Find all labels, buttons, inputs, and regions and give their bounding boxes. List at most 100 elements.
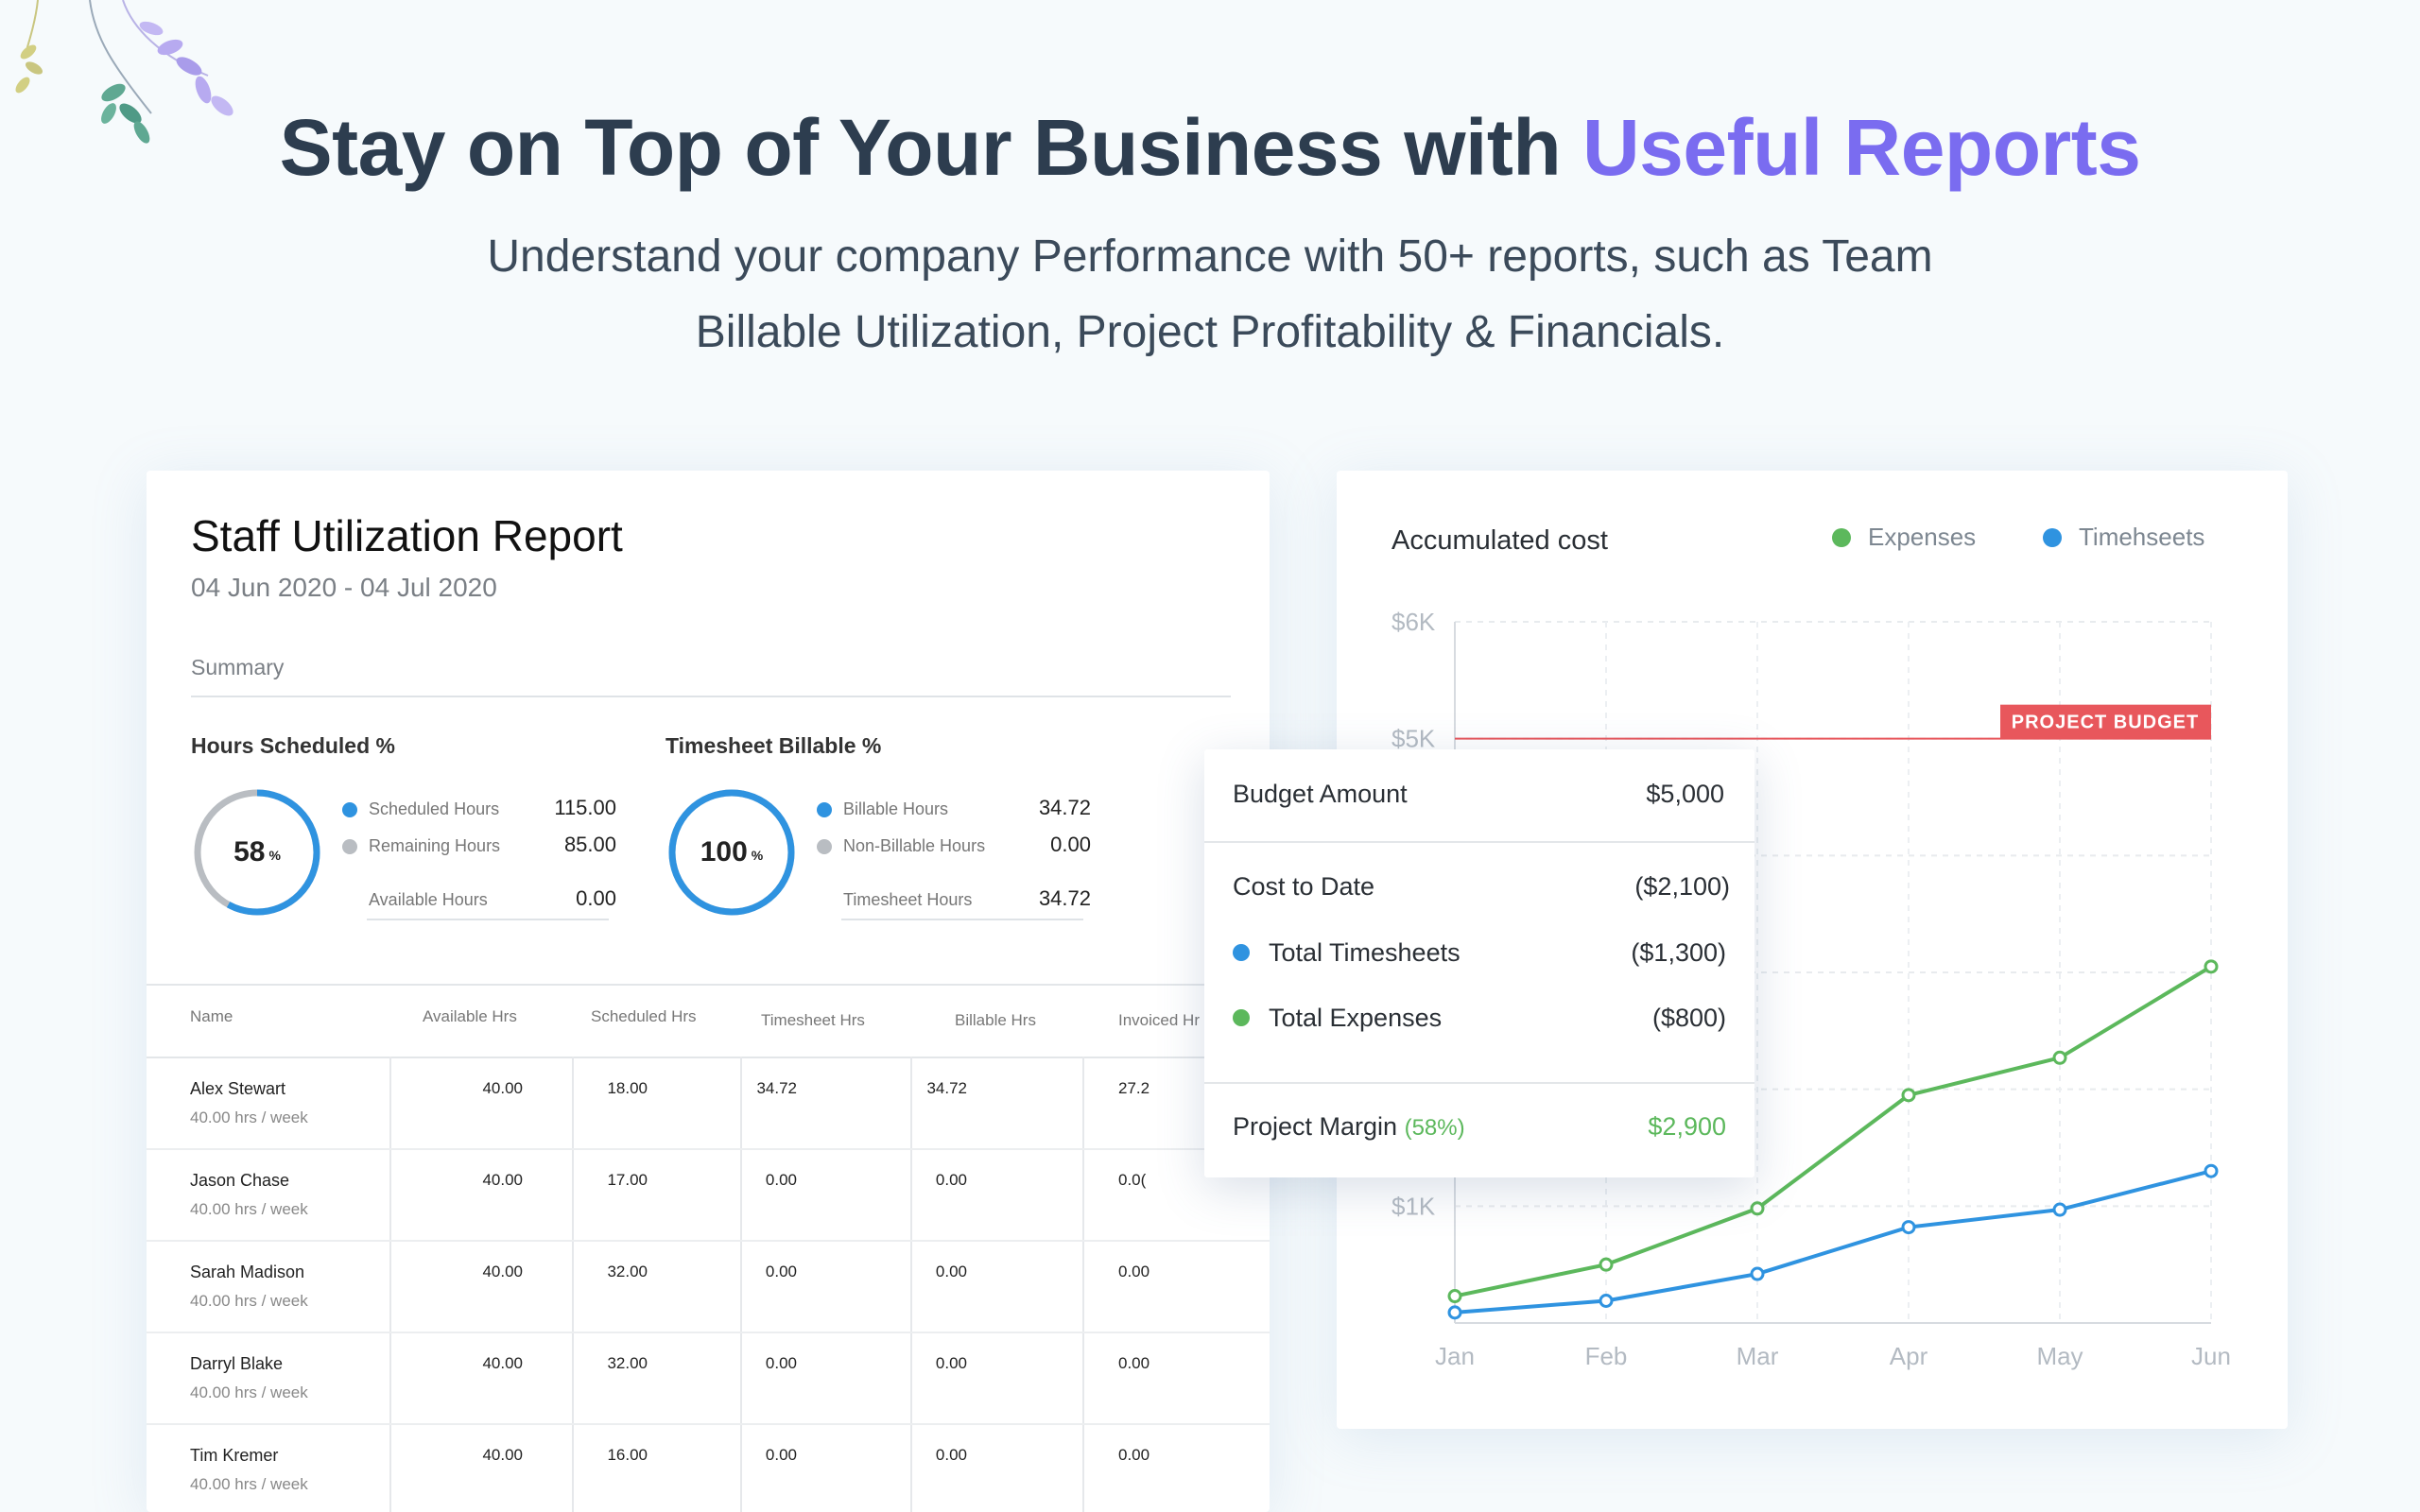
ring-percent-unit: % [268, 848, 281, 863]
timesheet-billable-metric: Timesheet Billable % 100% Billable Hours… [666, 733, 1138, 922]
column-divider [740, 1057, 742, 1512]
project-margin-value: $2,900 [1648, 1112, 1726, 1141]
legend-item-expenses[interactable]: Expenses [1832, 523, 1976, 552]
scheduled-cell: 17.00 [607, 1171, 648, 1189]
scheduled-cell: 32.00 [607, 1354, 648, 1372]
available-cell: 40.00 [482, 1171, 523, 1189]
total-expenses-row: Total Expenses ($800) [1233, 1004, 1726, 1033]
data-point [1750, 1201, 1765, 1216]
metric-row-label: Non-Billable Hours [843, 836, 986, 855]
metric-row: Scheduled Hours 115.00 [342, 794, 616, 822]
employee-name: Tim Kremer [190, 1446, 279, 1465]
budget-label: PROJECT BUDGET [2012, 713, 2199, 733]
x-tick-label: Feb [1585, 1342, 1628, 1370]
blue-dot-icon [2043, 528, 2062, 547]
data-point [1901, 1220, 1916, 1235]
employee-name: Darryl Blake [190, 1354, 284, 1373]
metric-row-label: Remaining Hours [369, 836, 501, 855]
ring-percent-value: 58 [233, 836, 266, 868]
project-margin-label: Project Margin [1233, 1112, 1398, 1141]
y-tick-label: $5K [1392, 725, 1436, 753]
table-row[interactable]: Tim Kremer 40.00 hrs / week 40.00 16.00 … [147, 1425, 1270, 1512]
table-row[interactable]: Darryl Blake 40.00 hrs / week 40.00 32.0… [147, 1333, 1270, 1425]
column-header-name[interactable]: Name [190, 1007, 233, 1025]
table-header-divider [147, 1057, 1270, 1058]
data-point [1599, 1257, 1614, 1272]
total-expenses-value: ($800) [1651, 1004, 1726, 1032]
metric-row-value: 115.00 [554, 796, 616, 819]
column-header-available[interactable]: Available Hrs [423, 1007, 517, 1025]
data-point [1447, 1289, 1462, 1304]
y-tick-label: $6K [1392, 608, 1436, 636]
employee-capacity: 40.00 hrs / week [190, 1108, 308, 1126]
billable-cell: 0.00 [935, 1354, 967, 1372]
hero-subtitle-line: Billable Utilization, Project Profitabil… [695, 307, 1725, 357]
billable-cell: 0.00 [935, 1263, 967, 1280]
available-cell: 40.00 [482, 1263, 523, 1280]
green-dot-icon [1233, 1009, 1250, 1026]
timesheet-cell: 0.00 [765, 1171, 797, 1189]
invoiced-cell: 0.0( [1118, 1171, 1147, 1189]
table-row[interactable]: Jason Chase 40.00 hrs / week 40.00 17.00… [147, 1150, 1270, 1242]
timesheet-billable-ring [668, 789, 795, 916]
data-point [1901, 1088, 1916, 1103]
legend-label: Timehseets [2079, 523, 2205, 551]
invoiced-cell: 0.00 [1118, 1354, 1150, 1372]
total-timesheets-value: ($1,300) [1631, 938, 1726, 967]
billable-cell: 0.00 [935, 1446, 967, 1464]
y-tick-label: $1K [1392, 1192, 1436, 1220]
table-row[interactable]: Alex Stewart 40.00 hrs / week 40.00 18.0… [147, 1058, 1270, 1150]
hero-subtitle: Understand your company Performance with… [454, 219, 1966, 370]
series-line-expenses [1454, 965, 2213, 1298]
ring-percent-value: 100 [700, 836, 748, 868]
invoiced-cell: 27.2 [1118, 1079, 1150, 1097]
metric-row-value: 0.00 [576, 886, 616, 910]
table-row[interactable]: Sarah Madison 40.00 hrs / week 40.00 32.… [147, 1242, 1270, 1333]
metric-row-label: Timesheet Hours [843, 890, 973, 909]
cost-to-date-value: ($2,100) [1634, 872, 1730, 901]
hero-title-main: Stay on Top of Your Business with [279, 103, 1582, 192]
employee-capacity: 40.00 hrs / week [190, 1475, 308, 1493]
metric-title: Hours Scheduled % [191, 733, 395, 758]
employee-name: Sarah Madison [190, 1263, 305, 1281]
metric-row: Non-Billable Hours 0.00 [817, 831, 1091, 859]
chart-title: Accumulated cost [1392, 525, 1608, 556]
cost-to-date-label: Cost to Date [1233, 872, 1375, 901]
timesheet-cell: 0.00 [765, 1446, 797, 1464]
summary-label: Summary [191, 655, 285, 679]
blue-dot-icon [817, 802, 832, 817]
column-divider [1082, 1057, 1084, 1512]
employee-name: Jason Chase [190, 1171, 290, 1190]
project-margin-row: Project Margin (58%) $2,900 [1233, 1112, 1726, 1142]
metric-row-value: 85.00 [563, 833, 616, 856]
metric-row: Available Hours 0.00 [342, 885, 616, 913]
metric-divider [367, 919, 609, 920]
accumulated-cost-card: Accumulated cost Expenses Timehseets $6K… [1337, 471, 2288, 1429]
hero-title-accent: Useful Reports [1582, 103, 2141, 192]
column-header-timesheet[interactable]: Timesheet Hrs [761, 1011, 865, 1029]
timesheet-cell: 0.00 [765, 1263, 797, 1280]
employee-name: Alex Stewart [190, 1079, 286, 1098]
column-divider [910, 1057, 912, 1512]
metric-row-label: Available Hours [369, 890, 488, 909]
invoiced-cell: 0.00 [1118, 1446, 1150, 1464]
data-point [1750, 1266, 1765, 1281]
blue-dot-icon [1233, 944, 1250, 961]
available-cell: 40.00 [482, 1079, 523, 1097]
project-margin-percent: (58%) [1404, 1115, 1465, 1141]
legend-item-timesheets[interactable]: Timehseets [2043, 523, 2204, 552]
x-tick-label: Apr [1890, 1342, 1928, 1370]
column-divider [572, 1057, 574, 1512]
data-point [2052, 1050, 2067, 1065]
total-timesheets-label: Total Timesheets [1269, 938, 1461, 967]
column-header-scheduled[interactable]: Scheduled Hrs [591, 1007, 697, 1025]
budget-amount-value: $5,000 [1646, 780, 1724, 808]
report-date-range: 04 Jun 2020 - 04 Jul 2020 [191, 573, 497, 602]
x-tick-label: Jun [2191, 1342, 2231, 1370]
column-header-invoiced[interactable]: Invoiced Hr [1118, 1011, 1200, 1029]
column-header-billable[interactable]: Billable Hrs [955, 1011, 1036, 1029]
invoiced-cell: 0.00 [1118, 1263, 1150, 1280]
timesheet-cell: 0.00 [765, 1354, 797, 1372]
ring-percent: 58% [191, 786, 323, 919]
staff-utilization-card: Staff Utilization Report 04 Jun 2020 - 0… [147, 471, 1270, 1512]
